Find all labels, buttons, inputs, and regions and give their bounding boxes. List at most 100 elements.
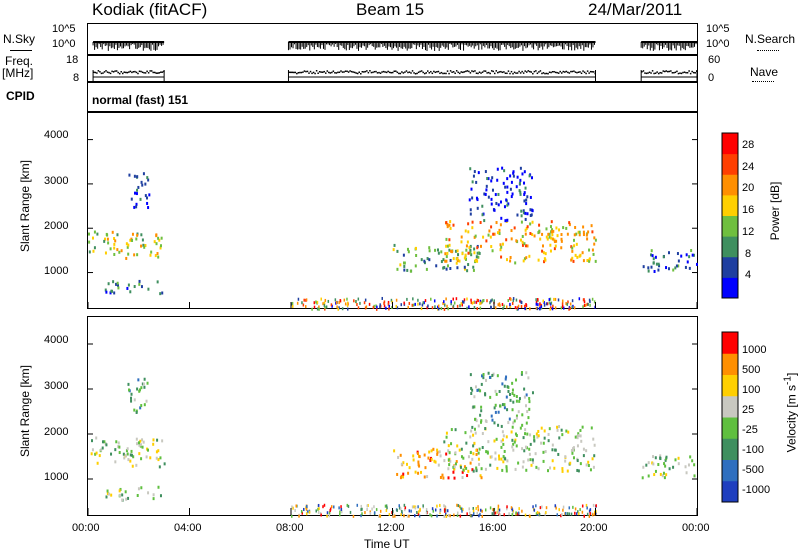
data-cell bbox=[413, 505, 415, 509]
data-cell bbox=[445, 221, 448, 225]
data-cell bbox=[428, 246, 431, 250]
freq-point bbox=[366, 70, 368, 72]
data-cell bbox=[493, 232, 496, 236]
data-cell bbox=[445, 255, 448, 259]
data-cell bbox=[456, 249, 459, 253]
data-cell bbox=[571, 249, 574, 253]
data-cell bbox=[593, 242, 596, 246]
data-cell bbox=[463, 267, 466, 271]
freq-point bbox=[141, 71, 144, 74]
data-cell bbox=[511, 388, 514, 392]
data-cell bbox=[593, 512, 596, 516]
data-cell bbox=[302, 303, 305, 307]
data-cell bbox=[494, 410, 497, 414]
data-cell bbox=[548, 235, 551, 239]
data-cell bbox=[493, 421, 496, 425]
data-cell bbox=[567, 430, 570, 434]
data-cell bbox=[532, 505, 534, 509]
data-cell bbox=[569, 302, 572, 306]
data-cell bbox=[440, 260, 443, 264]
data-cell bbox=[412, 458, 415, 462]
freq-point bbox=[530, 71, 533, 73]
data-cell bbox=[140, 180, 143, 184]
data-cell bbox=[107, 241, 110, 245]
data-cell bbox=[511, 301, 514, 305]
data-cell bbox=[577, 230, 580, 234]
data-cell bbox=[107, 282, 110, 286]
data-cell bbox=[665, 457, 668, 461]
data-cell bbox=[525, 393, 528, 397]
freq-point bbox=[446, 70, 449, 72]
data-cell bbox=[459, 465, 462, 469]
freq-point bbox=[565, 70, 568, 73]
data-cell bbox=[503, 384, 506, 388]
data-cell bbox=[509, 259, 512, 263]
freq-point bbox=[434, 71, 437, 74]
freq-point bbox=[340, 70, 342, 72]
data-cell bbox=[582, 305, 584, 309]
data-cell bbox=[403, 264, 406, 268]
colorbar-segment bbox=[722, 256, 738, 278]
data-cell bbox=[320, 513, 322, 517]
data-cell bbox=[693, 463, 696, 467]
data-cell bbox=[454, 462, 457, 466]
data-cell bbox=[461, 300, 464, 304]
data-cell bbox=[493, 299, 495, 303]
data-cell bbox=[135, 202, 138, 206]
data-cell bbox=[687, 463, 690, 467]
data-cell bbox=[479, 302, 481, 306]
data-cell bbox=[473, 441, 476, 445]
data-cell bbox=[445, 237, 448, 241]
data-cell bbox=[595, 504, 597, 508]
data-cell bbox=[531, 458, 534, 462]
data-cell bbox=[501, 302, 504, 306]
data-cell bbox=[352, 514, 355, 518]
data-cell bbox=[318, 305, 320, 309]
data-cell bbox=[515, 416, 518, 420]
data-cell bbox=[367, 504, 369, 508]
data-cell bbox=[430, 297, 432, 301]
data-cell bbox=[535, 512, 538, 516]
data-cell bbox=[149, 253, 152, 257]
data-cell bbox=[519, 192, 522, 196]
data-cell bbox=[503, 205, 506, 209]
data-cell bbox=[520, 214, 523, 218]
data-cell bbox=[508, 512, 510, 516]
data-cell bbox=[507, 389, 510, 393]
data-cell bbox=[420, 470, 423, 474]
data-cell bbox=[512, 421, 515, 425]
data-cell bbox=[574, 253, 577, 257]
data-cell bbox=[469, 451, 472, 455]
freq-point bbox=[134, 70, 136, 73]
data-cell bbox=[501, 438, 504, 442]
data-cell bbox=[136, 188, 139, 192]
data-cell bbox=[565, 302, 567, 306]
data-cell bbox=[483, 192, 486, 196]
data-cell bbox=[419, 302, 421, 306]
data-cell bbox=[131, 232, 134, 236]
data-cell bbox=[446, 223, 449, 227]
freq-point bbox=[369, 70, 371, 72]
data-cell bbox=[535, 465, 538, 469]
data-cell bbox=[524, 186, 527, 190]
data-cell bbox=[442, 266, 445, 270]
data-cell bbox=[561, 433, 564, 437]
data-cell bbox=[317, 510, 320, 514]
data-cell bbox=[403, 301, 405, 305]
data-cell bbox=[130, 396, 133, 400]
data-cell bbox=[558, 425, 561, 429]
data-cell bbox=[96, 461, 99, 465]
data-cell bbox=[449, 266, 452, 270]
data-cell bbox=[553, 466, 556, 470]
data-cell bbox=[88, 250, 91, 254]
data-cell bbox=[114, 239, 117, 243]
data-cell bbox=[487, 233, 490, 237]
data-cell bbox=[582, 225, 585, 229]
data-cell bbox=[291, 514, 293, 518]
data-cell bbox=[139, 406, 142, 410]
data-cell bbox=[470, 392, 473, 396]
data-cell bbox=[494, 193, 497, 197]
data-cell bbox=[519, 166, 522, 170]
data-cell bbox=[456, 503, 458, 507]
data-cell bbox=[541, 232, 544, 236]
